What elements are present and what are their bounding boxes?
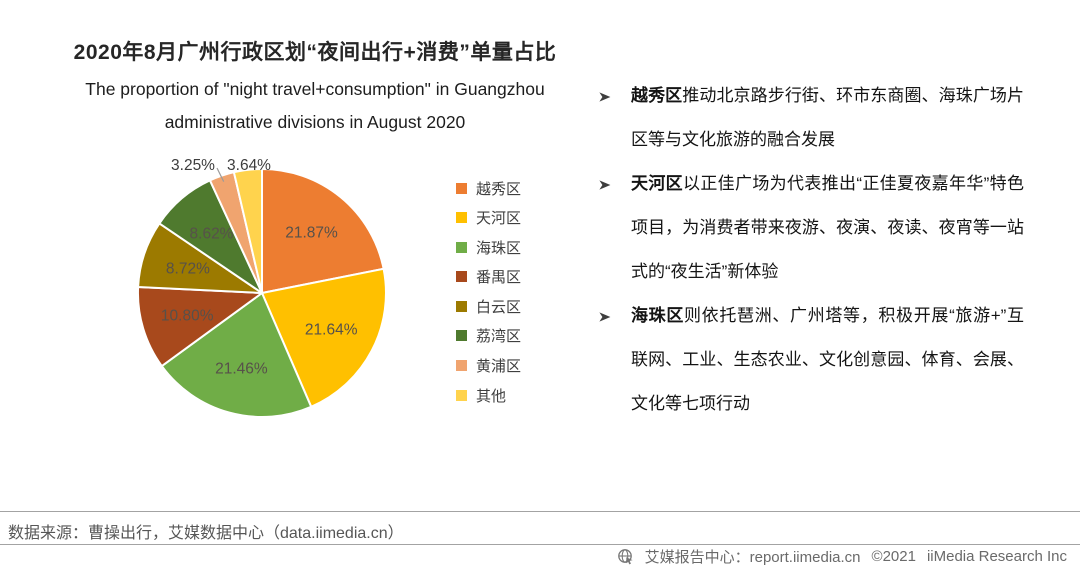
legend-swatch [456,241,467,253]
bullet-arrow-icon [598,178,620,197]
insight-district-lead: 天河区 [631,174,684,193]
insight-district-lead: 越秀区 [631,86,683,105]
slice-value-label: 21.64% [305,321,358,338]
legend-swatch [456,212,467,224]
legend-label: 其他 [476,387,507,405]
legend-swatch [456,271,467,283]
insight-bullet-3: 海珠区则依托琶洲、广州塔等，积极开展“旅游+”互联网、工业、生态农业、文化创意园… [598,294,1024,426]
pie-slice-天河区 [261,267,387,408]
globe-icon [617,548,634,565]
legend-item-海珠区: 海珠区 [456,238,522,257]
slice-value-label: 3.25% [171,157,215,174]
legend-item-天河区: 天河区 [456,209,521,227]
insight-bullet-2: 天河区以正佳广场为代表推出“正佳夏夜嘉年华”特色项目，为消费者带来夜游、夜演、夜… [598,162,1024,294]
legend-label: 荔湾区 [476,328,522,346]
legend-swatch [456,182,467,194]
legend-item-越秀区: 越秀区 [456,179,522,198]
pie-slice-其他 [232,167,263,294]
chart-legend: 越秀区天河区海珠区番禺区白云区荔湾区黄浦区其他 [456,179,521,416]
legend-item-黄浦区: 黄浦区 [456,357,521,375]
legend-label: 越秀区 [476,180,522,198]
legend-item-其他: 其他 [456,386,521,405]
insight-text: 海珠区则依托琶洲、广州塔等，积极开展“旅游+”互联网、工业、生态农业、文化创意园… [631,306,1025,413]
insight-text: 越秀区推动北京路步行街、环市东商圈、海珠广场片区等与文化旅游的融合发展 [631,86,1025,149]
slice-value-label: 8.72% [166,260,210,277]
chart-subtitle-en: The proportion of "night travel+consumpt… [85,79,545,132]
legend-label: 白云区 [476,298,522,316]
divider-top [0,511,1080,512]
legend-swatch [456,300,467,312]
legend-label: 番禺区 [476,269,522,287]
slice-value-label: 8.62% [190,225,234,242]
legend-label: 天河区 [476,210,522,228]
label-leader-line [216,167,225,182]
legend-item-白云区: 白云区 [456,297,522,316]
slice-value-label: 21.46% [215,360,268,377]
legend-label: 黄浦区 [476,358,522,376]
legend-swatch [456,360,467,372]
chart-title: 2020年8月广州行政区划“夜间出行+消费”单量占比 [73,41,557,64]
footer-copyright: ©2021 [871,547,916,565]
bullet-arrow-icon [598,90,620,109]
insight-list: 越秀区推动北京路步行街、环市东商圈、海珠广场片区等与文化旅游的融合发展天河区以正… [598,74,1024,426]
bullet-arrow-icon [598,310,620,329]
legend-item-番禺区: 番禺区 [456,268,521,286]
legend-swatch [456,389,467,401]
footer-site-label: 艾媒报告中心：report.iimedia.cn [644,548,861,566]
legend-label: 海珠区 [476,239,522,257]
pie-slice-番禺区 [136,286,263,368]
legend-swatch [456,330,467,342]
footer-company: iiMedia Research Inc [926,547,1067,565]
slice-value-label: 21.87% [285,225,338,242]
divider-bottom [0,544,1080,545]
pie-slice-越秀区 [261,168,385,294]
slice-value-label: 10.80% [161,307,214,324]
insight-bullet-1: 越秀区推动北京路步行街、环市东商圈、海珠广场片区等与文化旅游的融合发展 [598,74,1024,162]
data-source-text: 数据来源：曹操出行，艾媒数据中心（data.iimedia.cn） [8,525,404,542]
insight-text: 天河区以正佳广场为代表推出“正佳夏夜嘉年华”特色项目，为消费者带来夜游、夜演、夜… [631,174,1025,281]
pie-slice-海珠区 [160,292,313,418]
footer: 艾媒报告中心：report.iimedia.cn ©2021 iiMedia R… [617,545,1067,567]
slice-value-label: 3.64% [227,157,271,174]
legend-item-荔湾区: 荔湾区 [456,327,521,345]
insight-district-lead: 海珠区 [631,306,685,325]
